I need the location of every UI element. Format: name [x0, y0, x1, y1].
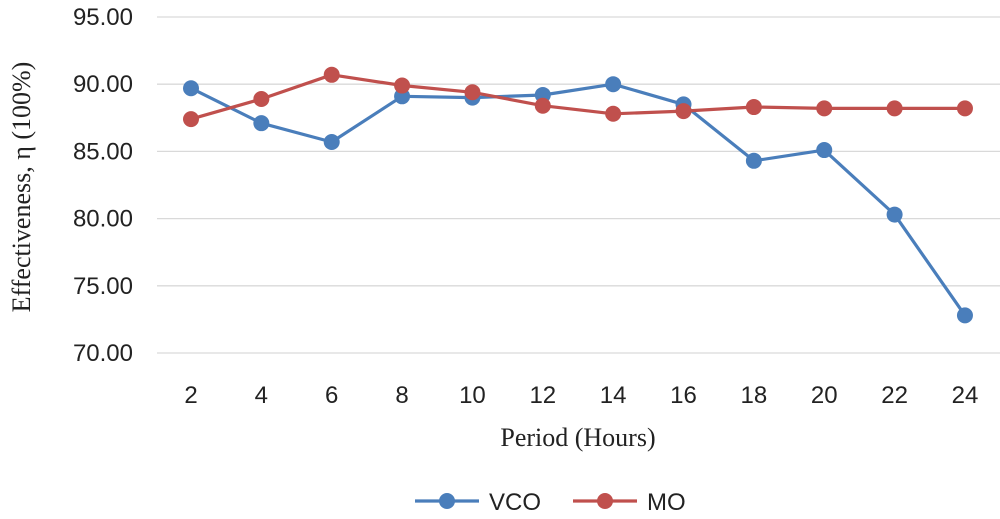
legend-marker	[597, 493, 613, 509]
y-tick-label: 75.00	[73, 273, 133, 300]
series-line	[190, 73, 965, 121]
data-point	[816, 142, 833, 159]
data-point	[323, 133, 340, 150]
data-point	[394, 77, 411, 94]
data-point	[816, 100, 833, 117]
x-tick-label: 4	[255, 382, 268, 409]
x-tick-label: 8	[395, 382, 408, 409]
y-tick-label: 80.00	[73, 206, 133, 233]
data-point	[886, 100, 903, 117]
x-tick-label: 22	[881, 382, 908, 409]
data-point	[605, 105, 622, 122]
x-tick-label: 14	[600, 382, 627, 409]
y-axis-title: Effectiveness, η (100%)	[7, 62, 36, 313]
data-point	[253, 90, 270, 107]
x-axis-ticks: 2 4 6 8 10 12 14 16 18 20 22 24	[184, 382, 978, 409]
series-group	[183, 66, 973, 324]
gridlines	[157, 16, 1000, 354]
y-axis-ticks: 70.00 75.00 80.00 85.00 90.00 95.00	[73, 4, 133, 367]
legend: VCO MO	[415, 489, 686, 516]
x-tick-label: 24	[952, 382, 979, 409]
x-tick-label: 16	[670, 382, 697, 409]
data-point	[956, 100, 973, 117]
x-tick-label: 6	[325, 382, 338, 409]
data-point	[534, 97, 551, 114]
x-tick-label: 20	[811, 382, 838, 409]
data-point	[745, 152, 762, 169]
data-point	[253, 115, 270, 132]
series-mo	[183, 66, 973, 128]
x-axis-title: Period (Hours)	[500, 423, 655, 452]
y-tick-label: 70.00	[73, 340, 133, 367]
data-point	[605, 76, 622, 93]
x-tick-label: 2	[184, 382, 197, 409]
x-tick-label: 10	[459, 382, 486, 409]
y-tick-label: 95.00	[73, 4, 133, 31]
data-point	[745, 99, 762, 116]
data-point	[956, 307, 973, 324]
data-point	[675, 103, 692, 120]
data-point	[183, 111, 199, 128]
data-point	[464, 84, 481, 101]
legend-item-mo: MO	[573, 489, 686, 516]
legend-label: VCO	[489, 489, 541, 516]
data-point	[323, 66, 340, 83]
data-point	[183, 80, 199, 97]
x-tick-label: 18	[741, 382, 768, 409]
legend-label: MO	[647, 489, 686, 516]
legend-marker	[439, 493, 455, 509]
data-point	[886, 206, 903, 223]
legend-item-vco: VCO	[415, 489, 541, 516]
x-tick-label: 12	[529, 382, 556, 409]
series-line	[190, 82, 967, 317]
y-tick-label: 85.00	[73, 138, 133, 165]
y-tick-label: 90.00	[73, 71, 133, 98]
